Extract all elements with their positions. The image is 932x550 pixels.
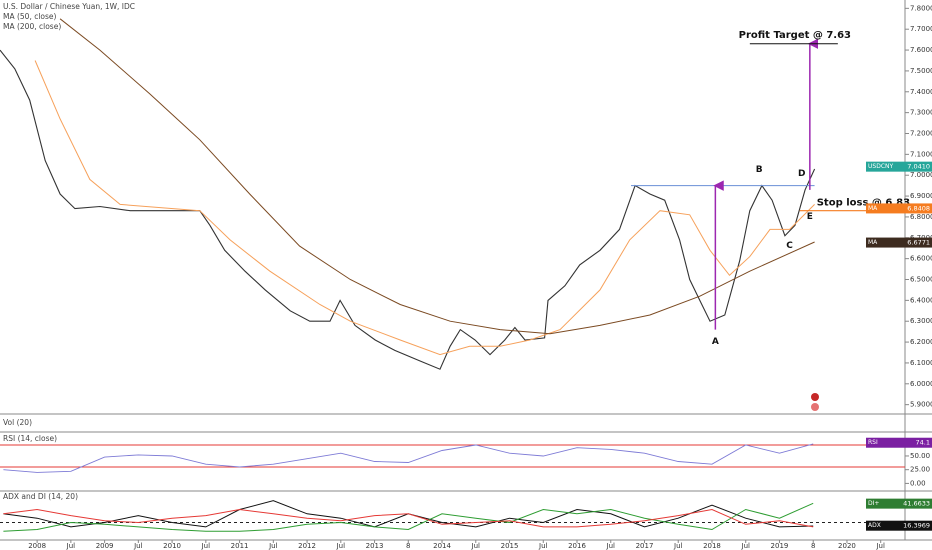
y-tick-label: 7.8000 xyxy=(910,4,932,12)
series-line xyxy=(3,502,814,532)
y-tick-label: 5.9000 xyxy=(910,401,932,409)
x-tick-label: 2018 xyxy=(703,542,721,550)
y-tick-label: 7.0000 xyxy=(910,171,932,179)
y-tick-label: 6.9000 xyxy=(910,192,932,200)
badge-value: 16.3969 xyxy=(903,522,930,530)
x-tick-label: Jul xyxy=(673,542,683,550)
pane-title: ADX and DI (14, 20) xyxy=(3,492,78,501)
series-line xyxy=(3,443,814,473)
price-badge xyxy=(866,437,932,448)
badge-name: USDCNY xyxy=(868,163,893,170)
legend-entry: MA (50, close) xyxy=(3,12,57,21)
pane-title: RSI (14, close) xyxy=(3,434,57,443)
price-badge xyxy=(866,161,932,172)
y-tick-label: 6.6000 xyxy=(910,255,932,263)
x-tick-label: 2020 xyxy=(838,542,856,550)
y-tick-label: 7.2000 xyxy=(910,129,932,137)
x-tick-label: Jul xyxy=(133,542,143,550)
pane-title: Vol (20) xyxy=(3,418,32,427)
y-tick-label: 7.7000 xyxy=(910,25,932,33)
badge-name: MA xyxy=(868,239,878,246)
x-tick-label: Jul xyxy=(741,542,751,550)
x-tick-label: 2013 xyxy=(366,542,384,550)
x-tick-label: Jul xyxy=(268,542,278,550)
x-tick-label: 2019 xyxy=(771,542,789,550)
y-tick-label: 6.2000 xyxy=(910,338,932,346)
y-tick-label: 6.4000 xyxy=(910,296,932,304)
x-tick-label: 2010 xyxy=(163,542,181,550)
x-tick-label: 8 xyxy=(811,542,815,550)
y-tick-label: 6.5000 xyxy=(910,276,932,284)
y-tick-label: 50.00 xyxy=(910,452,930,460)
point-label: A xyxy=(712,337,719,347)
badge-value: 6.8408 xyxy=(907,204,930,212)
series-line xyxy=(3,508,814,528)
price-badge xyxy=(866,498,932,509)
y-tick-label: 6.8000 xyxy=(910,213,932,221)
x-tick-label: 2017 xyxy=(636,542,654,550)
badge-value: 7.0410 xyxy=(907,163,930,171)
y-tick-label: 25.00 xyxy=(910,466,930,474)
x-tick-label: 2011 xyxy=(231,542,249,550)
legend-entry: MA (200, close) xyxy=(3,22,61,31)
price-badge xyxy=(866,203,932,214)
badge-value: 41.6633 xyxy=(903,500,930,508)
alert-icon xyxy=(811,393,819,411)
x-tick-label: Jul xyxy=(471,542,481,550)
x-tick-label: 2016 xyxy=(568,542,586,550)
point-label: E xyxy=(807,212,813,222)
x-tick-label: 2015 xyxy=(501,542,519,550)
x-tick-label: Jul xyxy=(66,542,76,550)
y-tick-label: 7.1000 xyxy=(910,150,932,158)
x-tick-label: 2014 xyxy=(433,542,451,550)
x-tick-label: 2009 xyxy=(96,542,114,550)
series-line xyxy=(34,60,815,356)
y-tick-label: 7.5000 xyxy=(910,67,932,75)
x-tick-label: 2008 xyxy=(28,542,46,550)
y-tick-label: 7.3000 xyxy=(910,109,932,117)
series-line xyxy=(59,18,815,335)
chart-title: U.S. Dollar / Chinese Yuan, 1W, IDC xyxy=(3,2,135,11)
x-tick-label: Jul xyxy=(201,542,211,550)
price-badge xyxy=(866,520,932,531)
point-label: B xyxy=(756,165,763,175)
y-tick-label: 6.1000 xyxy=(910,359,932,367)
badge-name: DI+ xyxy=(868,500,879,507)
x-tick-label: 8 xyxy=(406,542,410,550)
point-label: C xyxy=(786,241,793,251)
profit-target-label: Profit Target @ 7.63 xyxy=(739,30,851,41)
x-tick-label: Jul xyxy=(538,542,548,550)
stop-loss-label: Stop loss @ 6.83 xyxy=(817,198,910,209)
x-tick-label: Jul xyxy=(336,542,346,550)
point-label: D xyxy=(798,169,805,179)
badge-name: MA xyxy=(868,205,878,212)
x-tick-label: 2012 xyxy=(298,542,316,550)
badge-name: ADX xyxy=(868,522,881,529)
x-tick-label: Jul xyxy=(875,542,885,550)
y-tick-label: 6.3000 xyxy=(910,317,932,325)
price-badge xyxy=(866,237,932,248)
badge-value: 6.6771 xyxy=(907,239,930,247)
badge-name: RSI xyxy=(868,439,878,446)
badge-value: 74.1 xyxy=(916,439,930,447)
y-tick-label: 6.0000 xyxy=(910,380,932,388)
y-tick-label: 7.6000 xyxy=(910,46,932,54)
y-tick-label: 7.4000 xyxy=(910,88,932,96)
x-tick-label: Jul xyxy=(606,542,616,550)
y-tick-label: 0.00 xyxy=(910,479,926,487)
series-line xyxy=(0,49,816,370)
